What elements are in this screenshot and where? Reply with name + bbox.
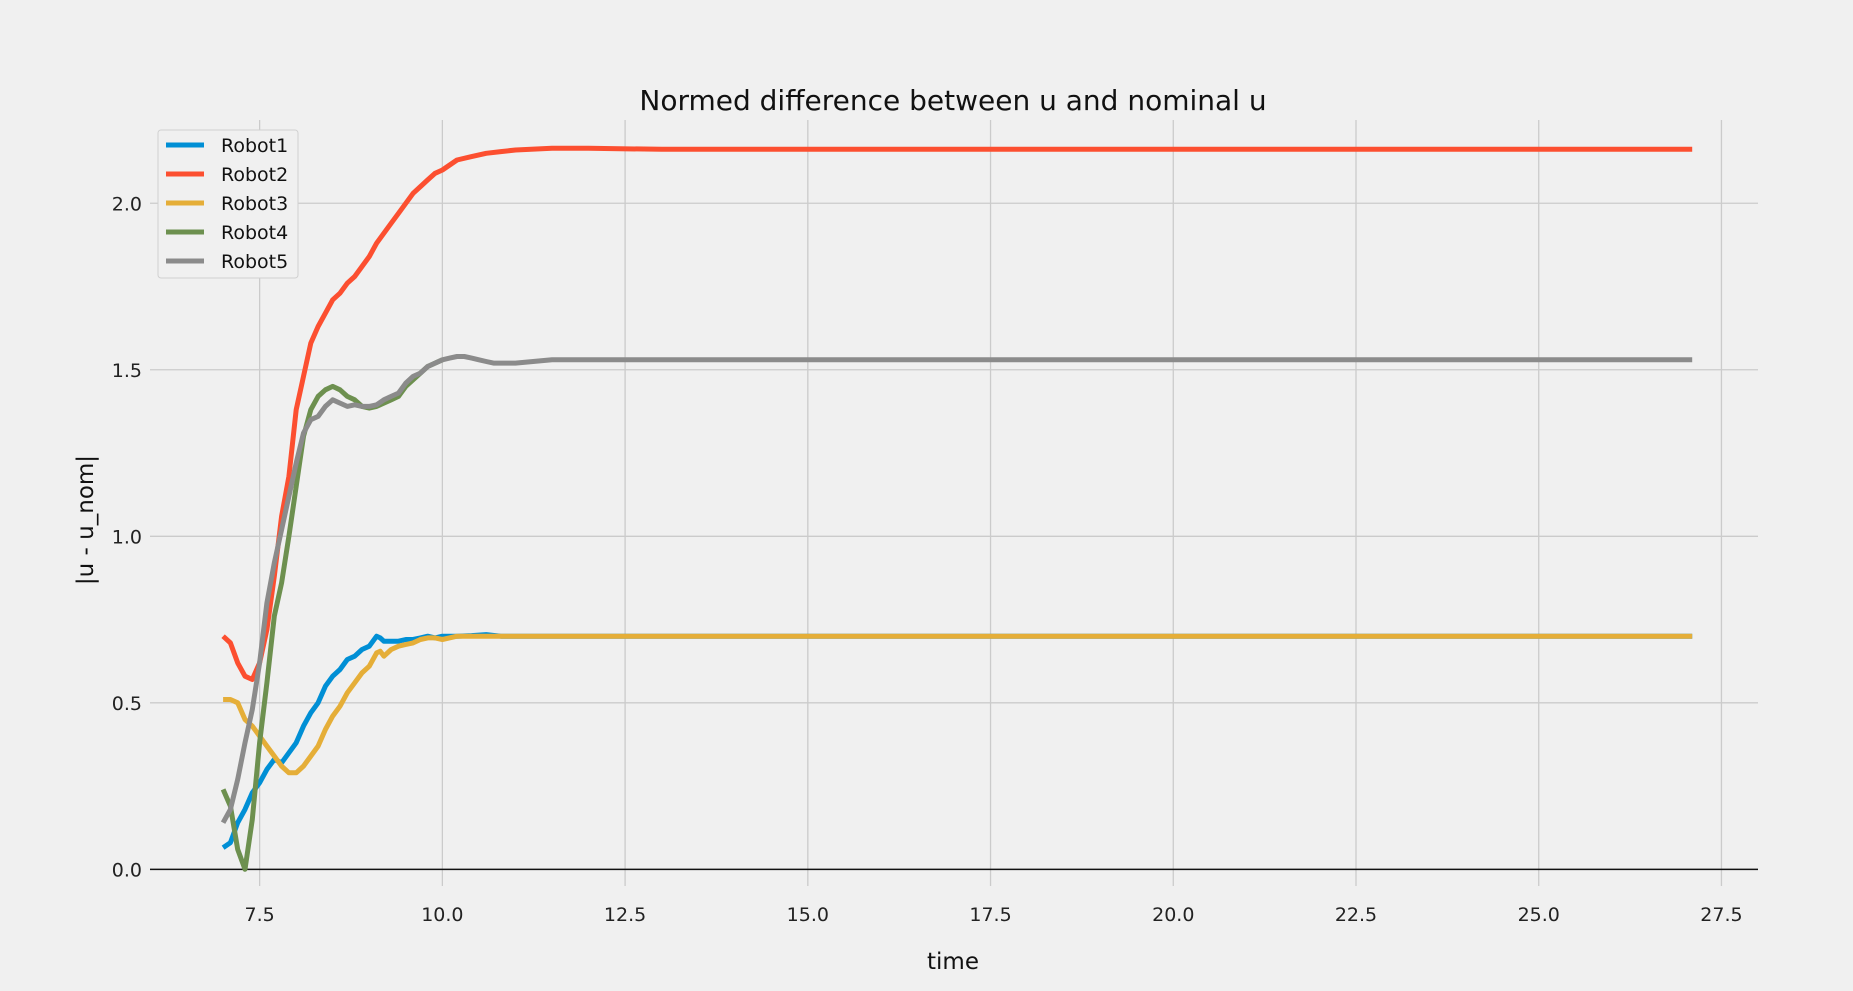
series-lines <box>220 145 1693 872</box>
legend-box <box>157 129 299 279</box>
legend-label: Robot4 <box>221 222 288 244</box>
series-line-robot5 <box>220 354 1693 824</box>
x-tick-label: 12.5 <box>604 904 646 926</box>
x-tick-label: 27.5 <box>1700 904 1742 926</box>
y-tick-label: 1.5 <box>112 360 142 382</box>
y-axis-label: |u - u_nom| <box>73 455 99 585</box>
x-tick-label: 20.0 <box>1152 904 1194 926</box>
x-tick-label: 22.5 <box>1335 904 1377 926</box>
x-axis-label: time <box>927 949 979 975</box>
x-tick-label: 25.0 <box>1518 904 1560 926</box>
x-tick-label: 17.5 <box>969 904 1011 926</box>
chart-title: Normed difference between u and nominal … <box>639 84 1266 117</box>
y-tick-label: 0.5 <box>112 693 142 715</box>
legend-label: Robot2 <box>221 164 288 186</box>
legend-label: Robot1 <box>221 135 288 157</box>
x-tick-label: 15.0 <box>787 904 829 926</box>
legend-label: Robot5 <box>221 251 288 273</box>
grid <box>150 120 1758 886</box>
series-line-robot2 <box>221 145 1693 682</box>
series-line-robot4 <box>220 357 444 872</box>
series-line-robot3 <box>223 633 1693 776</box>
legend-label: Robot3 <box>221 193 288 215</box>
series-line-robot1 <box>221 632 1693 850</box>
x-tick-label: 7.5 <box>245 904 275 926</box>
y-tick-label: 0.0 <box>112 859 142 881</box>
legend: Robot1 Robot2 Robot3 Robot4 Robot5 <box>157 129 299 279</box>
tick-labels: 7.5 10.0 12.5 15.0 17.5 20.0 22.5 25.0 27.5 0.0 0.… <box>112 193 1743 926</box>
y-tick-label: 1.0 <box>112 526 142 548</box>
x-tick-label: 10.0 <box>421 904 463 926</box>
y-tick-label: 2.0 <box>112 193 142 215</box>
